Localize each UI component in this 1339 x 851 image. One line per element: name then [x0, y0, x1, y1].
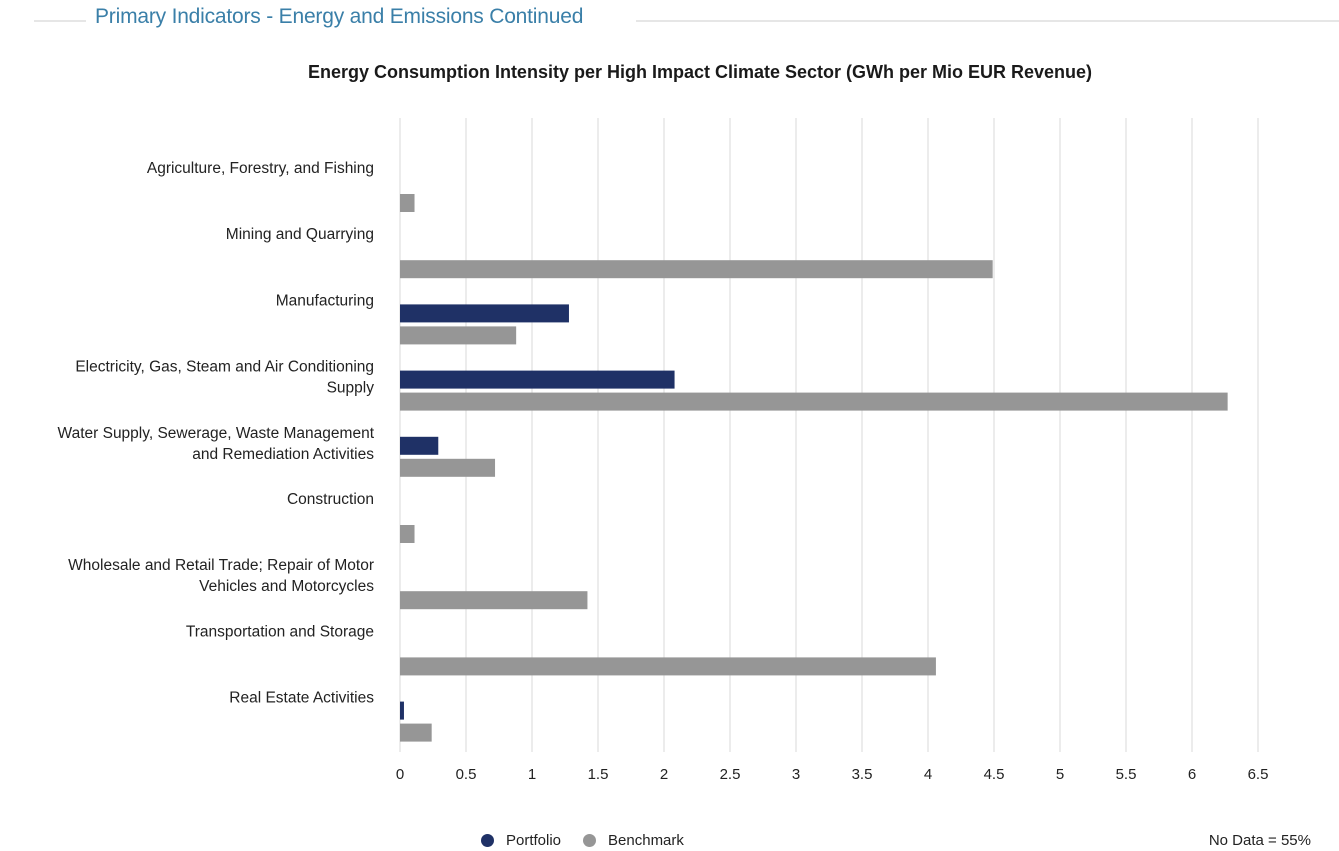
category-label: Electricity, Gas, Steam and Air Conditio… — [75, 359, 374, 397]
section-header: Primary Indicators - Energy and Emission… — [0, 0, 1339, 40]
x-tick-label-0: 0 — [396, 766, 404, 783]
bar-benchmark — [400, 326, 517, 345]
section-title: Primary Indicators - Energy and Emission… — [95, 5, 584, 28]
legend-dot-benchmark — [583, 834, 597, 847]
x-tick-label-3: 3 — [792, 766, 800, 783]
bar-portfolio — [400, 436, 439, 455]
chart-title: Energy Consumption Intensity per High Im… — [307, 62, 1093, 82]
gridlines — [399, 118, 1259, 752]
x-tick-label-6.5: 6.5 — [1248, 766, 1269, 783]
bar-portfolio — [400, 370, 675, 389]
category-label: Wholesale and Retail Trade; Repair of Mo… — [68, 557, 374, 595]
category-label: Real Estate Activities — [229, 690, 374, 707]
legend-item-benchmark[interactable]: Benchmark — [583, 832, 684, 849]
x-tick-label-0.5: 0.5 — [456, 766, 477, 783]
bars — [400, 194, 1228, 742]
bar-benchmark — [400, 260, 993, 279]
category-label: Manufacturing — [276, 292, 374, 309]
legend-label-portfolio: Portfolio — [506, 832, 562, 849]
x-tick-label-4.5: 4.5 — [984, 766, 1005, 783]
bar-portfolio — [400, 304, 569, 323]
x-tick-label-2.5: 2.5 — [720, 766, 741, 783]
legend: Portfolio Benchmark — [481, 832, 706, 849]
legend-label-benchmark: Benchmark — [608, 832, 684, 849]
bar-benchmark — [400, 657, 936, 676]
category-label: Water Supply, Sewerage, Waste Management… — [58, 425, 375, 463]
x-tick-label-5: 5 — [1056, 766, 1064, 783]
x-tick-label-1: 1 — [528, 766, 536, 783]
section-divider-right — [636, 20, 1339, 22]
x-tick-label-5.5: 5.5 — [1116, 766, 1137, 783]
x-tick-labels: 0 0.5 1 1.5 2 2.5 3 3.5 4 4.5 5 5.5 6 6.5 — [396, 766, 1269, 783]
no-data-note: No Data = 55% — [1208, 832, 1311, 849]
legend-dot-portfolio — [481, 834, 494, 847]
x-tick-label-6: 6 — [1188, 766, 1196, 783]
x-tick-label-2: 2 — [660, 766, 668, 783]
bar-portfolio — [400, 701, 404, 720]
category-label: Mining and Quarrying — [226, 226, 374, 243]
bar-benchmark — [400, 194, 415, 212]
category-label: Construction — [287, 491, 374, 508]
bar-benchmark — [400, 392, 1228, 411]
bar-benchmark — [400, 458, 496, 477]
x-tick-label-4: 4 — [924, 766, 932, 783]
x-tick-label-3.5: 3.5 — [852, 766, 873, 783]
bar-benchmark — [400, 525, 415, 543]
category-labels: Agriculture, Forestry, and Fishing Mining… — [58, 160, 375, 707]
bar-benchmark — [400, 591, 588, 610]
x-tick-label-1.5: 1.5 — [588, 766, 609, 783]
category-label: Transportation and Storage — [186, 623, 374, 640]
legend-item-portfolio[interactable]: Portfolio — [481, 832, 561, 849]
category-label: Agriculture, Forestry, and Fishing — [147, 160, 374, 177]
section-divider-left — [34, 20, 86, 22]
bar-benchmark — [400, 723, 432, 742]
